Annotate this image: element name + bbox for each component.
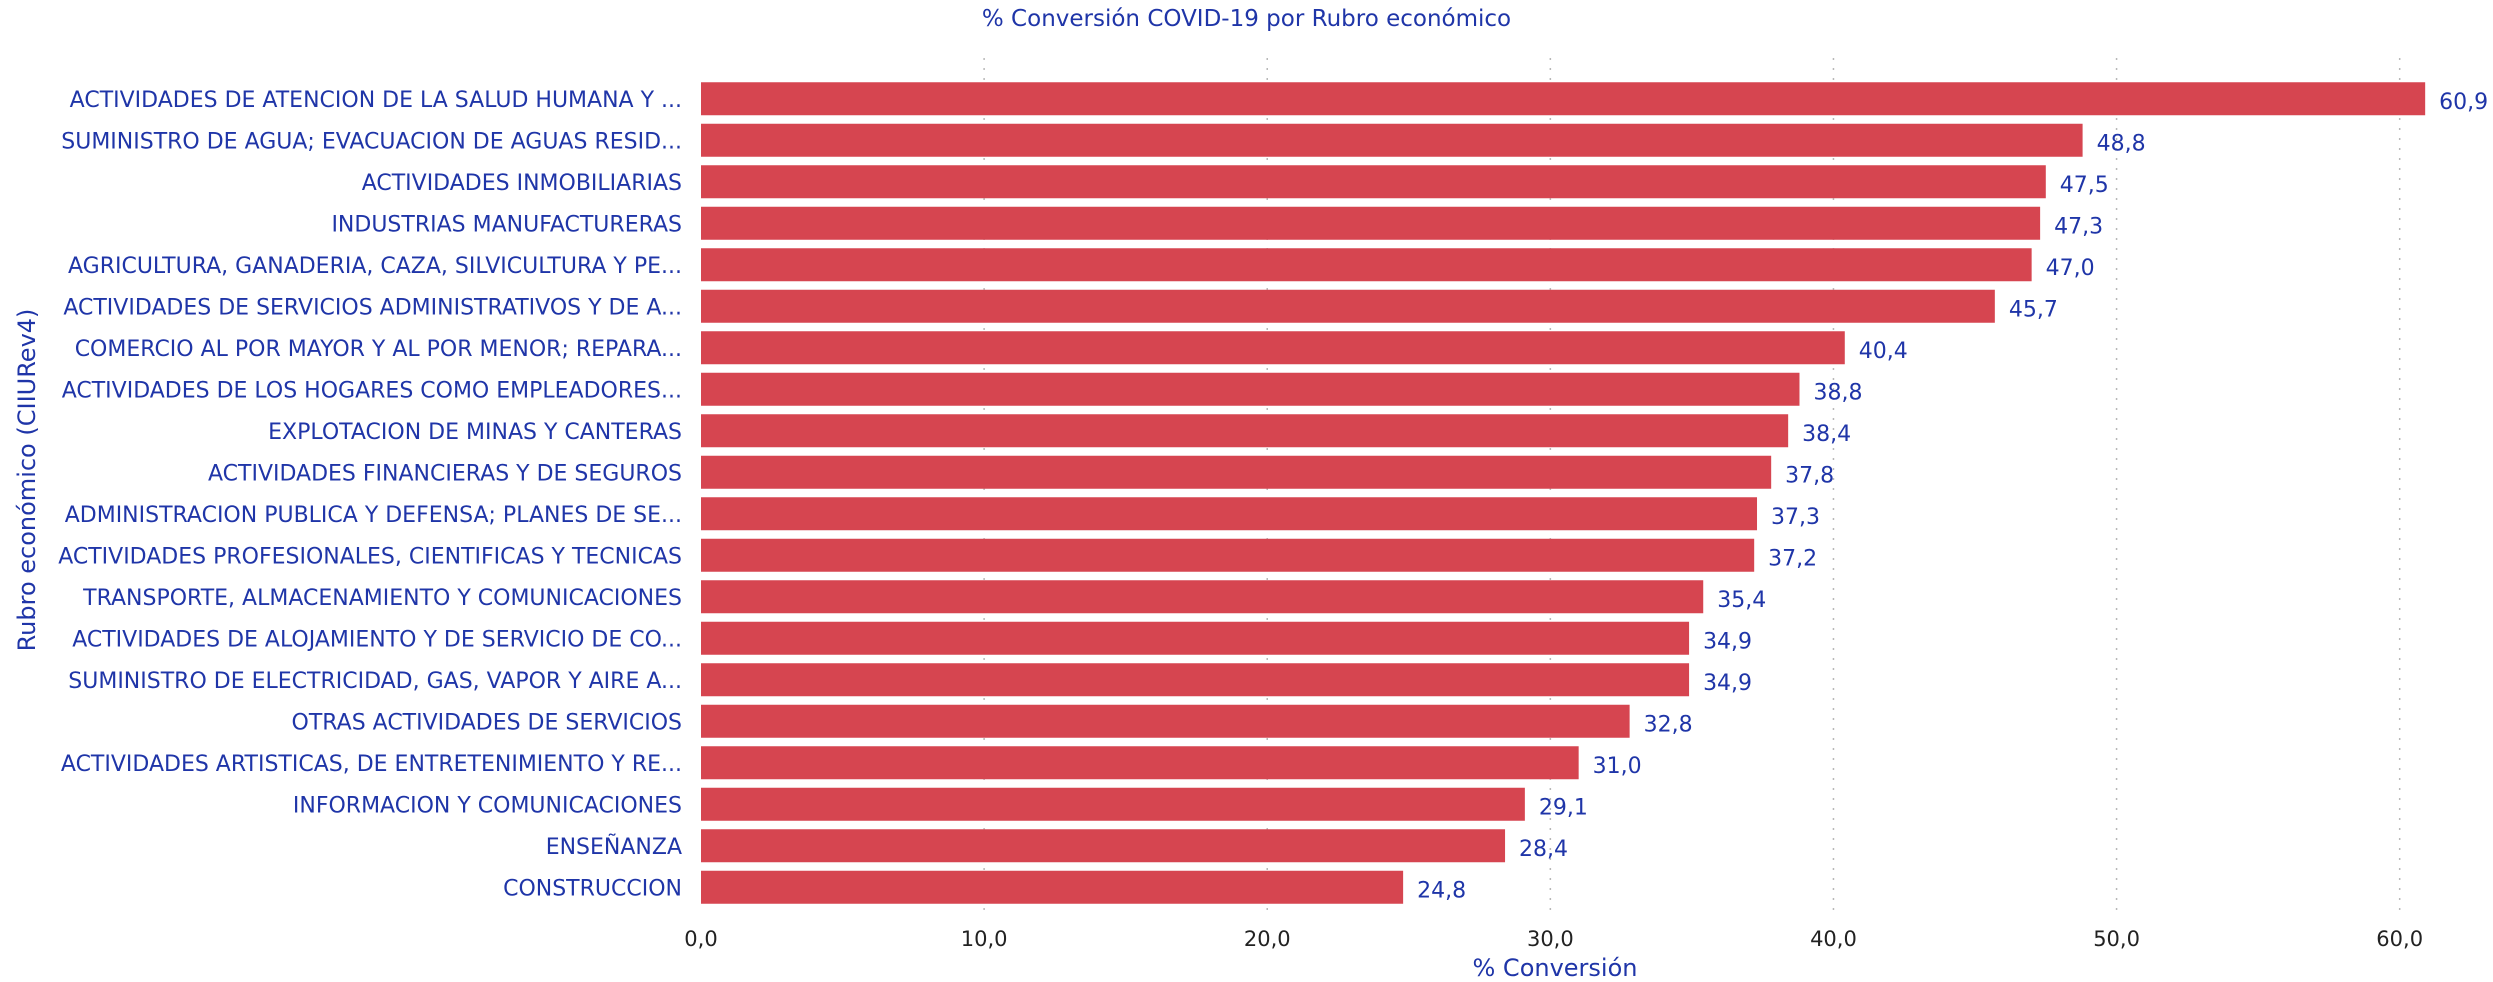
value-label: 47,3 [2054, 214, 2103, 239]
category-label: INDUSTRIAS MANUFACTURERAS [331, 212, 682, 237]
value-label: 35,4 [1717, 588, 1766, 613]
category-label: CONSTRUCCION [503, 876, 682, 901]
bar [701, 787, 1525, 821]
value-label: 38,4 [1802, 422, 1851, 447]
x-tick-label: 10,0 [961, 927, 1008, 951]
bar [701, 455, 1772, 489]
bar [701, 414, 1789, 448]
x-tick-label: 60,0 [2376, 927, 2423, 951]
value-label: 60,9 [2439, 90, 2488, 115]
bar [701, 165, 2046, 199]
bar [701, 123, 2083, 157]
bar [701, 248, 2032, 282]
value-label: 48,8 [2097, 131, 2146, 156]
category-label: ACTIVIDADES ARTISTICAS, DE ENTRETENIMIEN… [61, 752, 682, 777]
bar [701, 580, 1704, 614]
x-tick-label: 40,0 [1810, 927, 1857, 951]
category-label: ENSEÑANZA [546, 833, 682, 860]
category-label: TRANSPORTE, ALMACENAMIENTO Y COMUNICACIO… [82, 586, 682, 611]
value-label: 38,8 [1813, 380, 1862, 405]
value-label: 34,9 [1703, 671, 1752, 696]
x-axis-label: % Conversión [1472, 954, 1638, 982]
value-label: 37,2 [1768, 546, 1817, 571]
bar [701, 704, 1630, 738]
category-label: OTRAS ACTIVIDADES DE SERVICIOS [292, 710, 683, 735]
bar [701, 829, 1506, 863]
value-label: 47,0 [2046, 256, 2095, 281]
x-tick-label: 50,0 [2093, 927, 2140, 951]
value-label: 24,8 [1417, 878, 1466, 903]
category-label: ACTIVIDADES INMOBILIARIAS [362, 171, 682, 196]
bar [701, 497, 1758, 531]
category-label: SUMINISTRO DE AGUA; EVACUACION DE AGUAS … [61, 129, 682, 154]
value-label: 37,8 [1785, 463, 1834, 488]
category-label: ACTIVIDADES DE ATENCION DE LA SALUD HUMA… [70, 88, 682, 113]
value-label: 40,4 [1859, 339, 1908, 364]
category-label: ACTIVIDADES FINANCIERAS Y DE SEGUROS [208, 461, 682, 486]
bar [701, 206, 2041, 240]
bar [701, 82, 2426, 116]
x-tick-label: 0,0 [684, 927, 717, 951]
category-label: SUMINISTRO DE ELECTRICIDAD, GAS, VAPOR Y… [68, 669, 682, 694]
category-label: AGRICULTURA, GANADERIA, CAZA, SILVICULTU… [68, 254, 682, 279]
bar [701, 538, 1755, 572]
category-label: ACTIVIDADES DE LOS HOGARES COMO EMPLEADO… [62, 378, 682, 403]
x-tick-label: 20,0 [1244, 927, 1291, 951]
bar [701, 331, 1845, 365]
category-label: COMERCIO AL POR MAYOR Y AL POR MENOR; RE… [75, 337, 682, 362]
category-label: INFORMACION Y COMUNICACIONES [293, 793, 682, 818]
category-label: ADMINISTRACION PUBLICA Y DEFENSA; PLANES… [65, 503, 682, 528]
category-label: ACTIVIDADES PROFESIONALES, CIENTIFICAS Y… [58, 544, 682, 569]
value-label: 37,3 [1771, 505, 1820, 530]
bar [701, 870, 1404, 904]
value-label: 32,8 [1644, 712, 1693, 737]
value-label: 34,9 [1703, 629, 1752, 654]
value-label: 31,0 [1593, 754, 1642, 779]
category-label: ACTIVIDADES DE SERVICIOS ADMINISTRATIVOS… [63, 295, 682, 320]
bar [701, 372, 1800, 406]
bar [701, 663, 1690, 697]
value-label: 47,5 [2060, 173, 2109, 198]
value-label: 29,1 [1539, 795, 1588, 820]
bar [701, 289, 1995, 323]
category-label: ACTIVIDADES DE ALOJAMIENTO Y DE SERVICIO… [72, 627, 682, 652]
value-label: 45,7 [2009, 297, 2058, 322]
bar [701, 746, 1579, 780]
value-label: 28,4 [1519, 837, 1568, 862]
bar [701, 621, 1690, 655]
category-label: EXPLOTACION DE MINAS Y CANTERAS [268, 420, 682, 445]
chart-title: % Conversión COVID-19 por Rubro económic… [981, 6, 1512, 32]
x-tick-label: 30,0 [1527, 927, 1574, 951]
